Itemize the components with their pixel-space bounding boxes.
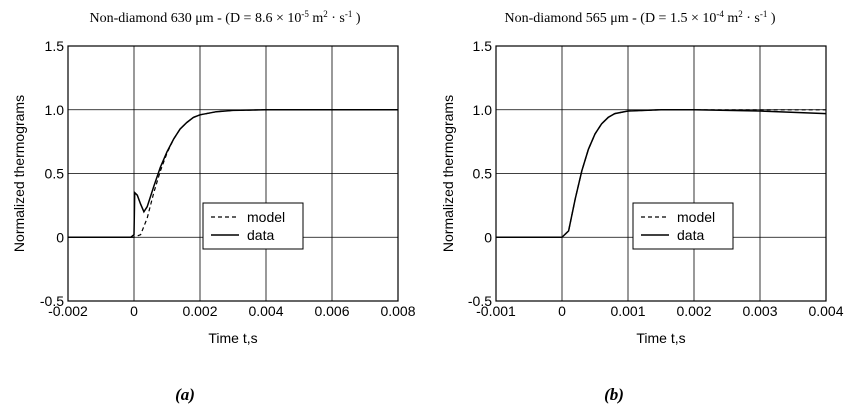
x-tick-label: 0.003 bbox=[742, 303, 777, 319]
chart-title-a: Non-diamond 630 μm - (D = 8.6 × 10-5 m2 … bbox=[89, 9, 360, 26]
legend-label-data-a: data bbox=[247, 227, 274, 243]
x-tick-label: 0.004 bbox=[248, 303, 283, 319]
x-axis-label-a: Time t,s bbox=[208, 330, 257, 346]
legend-label-model-b: model bbox=[677, 209, 715, 225]
tick-labels-a: -0.002 0 0.002 0.004 0.006 0.008 -0.5 0 0.5 1.0 1.… bbox=[40, 38, 416, 319]
legend-label-data-b: data bbox=[677, 227, 704, 243]
y-tick-label: 0.5 bbox=[473, 166, 493, 182]
y-tick-label: -0.5 bbox=[468, 293, 492, 309]
panel-label-a: (a) bbox=[175, 385, 195, 404]
series-lines-a bbox=[68, 109, 398, 239]
legend-box-a bbox=[202, 202, 304, 250]
chart-title-b: Non-diamond 565 μm - (D = 1.5 × 10-4 m2 … bbox=[504, 9, 775, 26]
x-tick-label: -0.001 bbox=[476, 303, 516, 319]
y-tick-label: 1.5 bbox=[45, 38, 65, 54]
x-axis-label-b: Time t,s bbox=[636, 330, 685, 346]
legend-label-model-a: model bbox=[247, 209, 285, 225]
y-tick-label: 0 bbox=[56, 229, 64, 245]
y-axis-label-b: Normalized thermograms bbox=[440, 95, 456, 252]
y-tick-label: 1.5 bbox=[473, 38, 493, 54]
plot-frame-a bbox=[67, 45, 399, 302]
x-tick-label: 0.002 bbox=[676, 303, 711, 319]
series-lines-b bbox=[496, 109, 827, 239]
series-line-data bbox=[496, 109, 827, 239]
y-axis-label-a: Normalized thermograms bbox=[11, 95, 27, 252]
chart-panel-b: Non-diamond 565 μm - (D = 1.5 × 10-4 m2 … bbox=[440, 9, 844, 404]
y-tick-label: -0.5 bbox=[40, 293, 64, 309]
legend-a: model data bbox=[202, 202, 304, 250]
chart-panel-a: Non-diamond 630 μm - (D = 8.6 × 10-5 m2 … bbox=[11, 9, 416, 404]
tick-labels-b: -0.001 0 0.001 0.002 0.003 0.004 -0.5 0 0.5 1.0 1.… bbox=[468, 38, 844, 319]
x-tick-label: 0.001 bbox=[610, 303, 645, 319]
y-tick-label: 1.0 bbox=[473, 102, 493, 118]
legend-b: model data bbox=[632, 202, 734, 250]
y-tick-label: 0.5 bbox=[45, 166, 65, 182]
x-tick-label: 0.006 bbox=[314, 303, 349, 319]
series-line-data bbox=[68, 109, 398, 239]
y-tick-label: 1.0 bbox=[45, 102, 65, 118]
x-tick-label: 0.008 bbox=[380, 303, 415, 319]
x-tick-label: -0.002 bbox=[48, 303, 88, 319]
legend-box-b bbox=[632, 202, 734, 250]
x-tick-label: 0 bbox=[130, 303, 138, 319]
x-tick-label: 0.004 bbox=[808, 303, 843, 319]
y-tick-label: 0 bbox=[484, 229, 492, 245]
panel-label-b: (b) bbox=[604, 385, 624, 404]
x-tick-label: 0.002 bbox=[182, 303, 217, 319]
plot-frame-b bbox=[495, 45, 827, 302]
x-tick-label: 0 bbox=[558, 303, 566, 319]
